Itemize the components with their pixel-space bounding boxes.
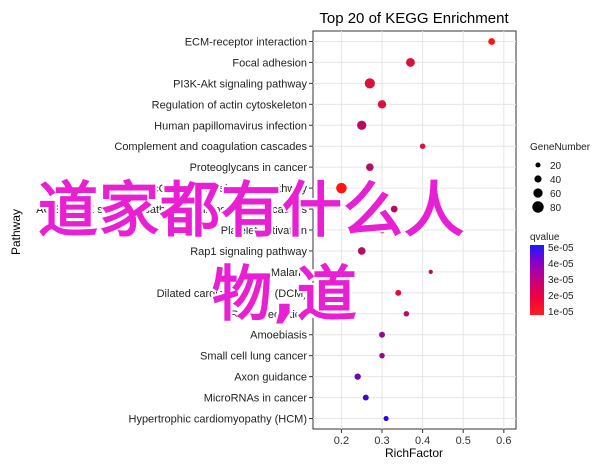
data-point [406,57,415,67]
size-legend-label: 80 [550,203,562,214]
color-legend-label: 1e-05 [548,307,574,318]
y-tick-label: Complement and coagulation cascades [114,141,307,153]
y-axis-label: Pathway [9,209,23,255]
color-legend-title: qvalue [530,232,560,243]
y-tick-label: MicroRNAs in cancer [204,393,308,405]
data-point [403,311,410,317]
x-tick-label: 0.3 [374,435,389,447]
data-point [364,78,375,89]
color-legend-bar [530,245,544,315]
y-tick-label: Rap1 signaling pathway [190,246,307,258]
data-point [428,269,433,275]
y-tick-label: Proteoglycans in cancer [190,162,308,174]
x-tick-label: 0.5 [456,435,471,447]
data-point [366,163,374,171]
data-point [419,143,426,149]
x-tick-label: 0.2 [334,435,349,447]
data-point [357,247,366,255]
y-tick-label: Amoebiasis [250,330,307,342]
size-legend-dot [533,188,543,198]
chart-title: Top 20 of KEGG Enrichment [319,10,509,27]
data-point [390,205,398,213]
data-point [488,38,496,45]
y-tick-label: cGMP - PKG signaling pathway [153,183,307,195]
data-point [354,373,361,380]
x-axis-label: RichFactor [385,446,443,460]
size-legend-dot [535,162,541,168]
data-point [379,352,385,359]
color-legend-label: 3e-05 [548,275,574,286]
size-legend-label: 60 [550,189,562,200]
overlay-headline-line1: 道家都有什么人 [38,176,465,246]
size-legend-label: 20 [550,161,562,172]
y-tick-label: Hypertrophic cardiomyopathy (HCM) [129,414,308,426]
y-tick-label: Axon guidance [234,372,307,384]
y-tick-label: Renin secretion [231,309,307,321]
y-tick-label: Platelet activation [221,225,307,237]
x-tick-label: 0.4 [415,435,430,447]
data-point [362,394,369,401]
size-legend-label: 40 [550,175,562,186]
color-legend-label: 4e-05 [548,259,574,270]
data-point [383,415,389,422]
y-tick-label: Small cell lung cancer [200,351,307,363]
y-tick-label: Regulation of actin cytoskeleton [152,99,307,111]
size-legend-title: GeneNumber [530,142,591,153]
data-point [395,289,402,296]
color-legend-label: 5e-05 [548,243,574,254]
y-tick-label: AGE-RAGE signaling pathway in diabetic c… [36,204,307,216]
y-tick-label: Human papillomavirus infection [154,120,307,132]
data-point [357,120,367,130]
data-point [378,226,386,234]
data-point [336,182,347,194]
size-legend-dot [534,175,542,183]
x-tick-label: 0.6 [496,435,511,447]
color-legend-label: 2e-05 [548,291,574,302]
size-legend-dot [532,201,544,213]
y-tick-label: PI3K-Akt signaling pathway [173,78,307,90]
y-tick-label: ECM-receptor interaction [185,36,307,48]
y-tick-label: Dilated cardiomyopathy (DCM) [157,288,307,300]
overlay-headline-line2: 物,道 [212,260,358,330]
y-tick-label: Focal adhesion [232,57,307,69]
y-tick-label: Malaria [271,267,308,279]
data-point [379,331,385,338]
data-point [377,100,387,109]
